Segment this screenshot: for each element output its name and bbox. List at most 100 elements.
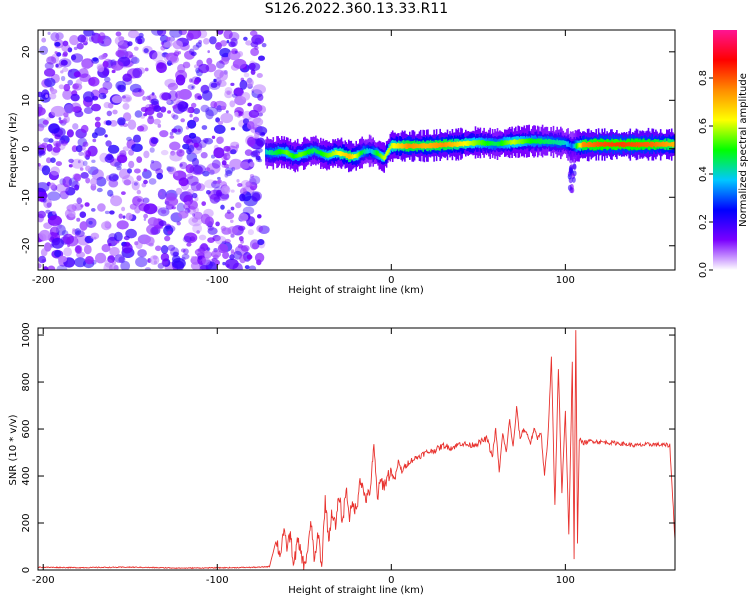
track-cell xyxy=(573,144,575,148)
noise-blob xyxy=(189,78,193,83)
noise-blob xyxy=(38,182,50,193)
noise-blob xyxy=(50,157,56,163)
noise-blob xyxy=(38,229,51,241)
noise-blob xyxy=(205,167,211,172)
track-cell xyxy=(583,141,585,148)
noise-blob xyxy=(230,127,236,131)
noise-blob xyxy=(257,214,262,219)
noise-blob xyxy=(226,40,230,44)
track-cell xyxy=(477,140,479,145)
track-cell xyxy=(651,141,653,148)
track-cell xyxy=(584,142,586,148)
track-cell xyxy=(582,142,584,148)
track-cell xyxy=(495,141,498,146)
snr-x-ticks: -200 -100 0 100 xyxy=(32,328,575,586)
noise-blob xyxy=(238,213,249,222)
noise-blob xyxy=(68,158,74,163)
track-cell xyxy=(378,153,381,157)
track-cell xyxy=(644,142,646,147)
track-cell xyxy=(301,151,304,157)
noise-blob xyxy=(131,180,140,191)
noise-blob xyxy=(112,174,119,181)
noise-blob xyxy=(231,48,238,55)
track-cell xyxy=(300,152,303,157)
track-cell xyxy=(270,150,272,155)
track-cell xyxy=(370,148,372,153)
noise-blob xyxy=(188,132,197,139)
noise-blob xyxy=(71,158,85,169)
track-cell xyxy=(669,142,672,147)
noise-blob xyxy=(254,252,265,263)
noise-blob xyxy=(71,54,77,61)
noise-blob xyxy=(167,166,177,175)
noise-blob xyxy=(136,156,143,164)
track-cell xyxy=(655,141,657,148)
track-cell xyxy=(578,142,580,148)
noise-blob xyxy=(58,137,66,144)
noise-blob xyxy=(168,36,176,42)
noise-blob xyxy=(183,248,189,255)
noise-blob xyxy=(171,257,186,269)
noise-blob xyxy=(142,169,152,179)
noise-blob xyxy=(181,253,190,260)
noise-blob xyxy=(172,105,178,109)
track-cell xyxy=(646,141,649,148)
track-cell xyxy=(589,141,591,147)
track-cell xyxy=(483,140,485,146)
noise-blob xyxy=(239,254,247,264)
track-cell xyxy=(461,141,463,146)
noise-blob xyxy=(127,41,133,47)
noise-blob xyxy=(230,234,235,238)
noise-blob xyxy=(91,208,96,212)
noise-blob xyxy=(161,92,172,101)
track-cell xyxy=(281,149,283,154)
snr-x-label: Height of straight line (km) xyxy=(288,585,424,596)
track-cell xyxy=(372,149,374,155)
noise-blob xyxy=(75,79,83,87)
track-cell xyxy=(398,143,400,149)
track-cell xyxy=(673,141,675,147)
noise-blob xyxy=(114,36,125,46)
track-cell xyxy=(536,138,539,144)
track-cell xyxy=(622,141,624,147)
noise-blob xyxy=(213,69,224,79)
noise-blob xyxy=(204,216,214,227)
track-cell xyxy=(489,141,491,146)
noise-blob xyxy=(52,210,57,215)
spectrogram-y-tick-label: -10 xyxy=(21,189,32,205)
colorbar-tick-label: 0.0 xyxy=(698,262,709,278)
noise-blob xyxy=(223,164,230,169)
track-cell xyxy=(289,152,292,157)
noise-blob xyxy=(187,119,197,129)
track-cell xyxy=(591,143,594,147)
spectrogram-y-tick-label: 20 xyxy=(21,45,32,58)
track-cell xyxy=(636,142,639,147)
noise-blob xyxy=(52,146,61,153)
track-cell xyxy=(478,139,480,146)
noise-blob xyxy=(205,106,218,117)
noise-blob xyxy=(51,237,64,249)
track-cell xyxy=(294,154,296,159)
noise-blob xyxy=(186,200,191,206)
noise-blob xyxy=(128,160,135,169)
track-cell xyxy=(524,139,527,144)
noise-blob xyxy=(247,136,256,147)
track-cell xyxy=(522,139,524,145)
noise-blob xyxy=(63,112,69,118)
track-cell xyxy=(657,142,660,147)
noise-blob xyxy=(140,115,145,119)
track-cell xyxy=(611,141,613,148)
noise-blob xyxy=(180,118,185,123)
track-cell xyxy=(556,139,558,145)
track-cell xyxy=(672,142,674,148)
noise-blob xyxy=(167,110,172,114)
noise-blob xyxy=(58,117,62,121)
noise-blob xyxy=(246,254,253,260)
track-cell xyxy=(342,151,344,156)
snr-x-tick-label: 0 xyxy=(388,575,394,586)
noise-blob xyxy=(94,127,106,136)
track-cell xyxy=(663,142,666,147)
noise-blob xyxy=(182,61,191,69)
track-cell xyxy=(480,140,483,146)
noise-blob xyxy=(217,120,224,125)
